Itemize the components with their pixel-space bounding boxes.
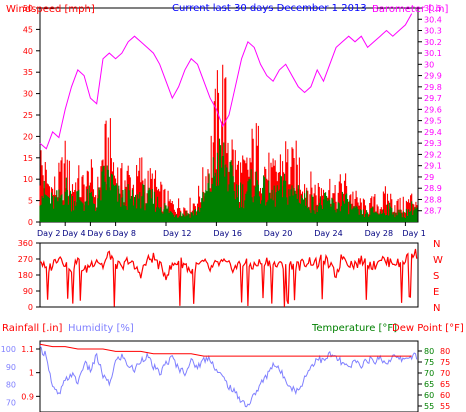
date-tick-label: Day 2 — [37, 229, 60, 238]
temp-tick-label: 60 — [424, 391, 434, 400]
barometer-tick-label: 30.1 — [424, 49, 442, 58]
barometer-tick-label: 29.2 — [424, 150, 442, 159]
windspeed-tick-label: 25 — [23, 111, 33, 120]
barometer-tick-label: 30 — [424, 60, 434, 69]
direction-tick-label: 0 — [28, 303, 33, 312]
barometer-tick-label: 28.9 — [424, 184, 442, 193]
windspeed-tick-label: 45 — [23, 25, 33, 34]
direction-tick-label: 90 — [23, 287, 33, 296]
date-tick-label: Day 4 — [62, 229, 85, 238]
temp-tick-label: 70 — [424, 369, 434, 378]
windspeed-tick-label: 50 — [23, 4, 33, 13]
windspeed-tick-label: 30 — [23, 90, 33, 99]
panel3-plot-area — [39, 340, 419, 412]
direction-tick-label: 180 — [18, 271, 33, 280]
humidity-tick-label: 70 — [6, 398, 16, 407]
barometer-tick-label: 29.8 — [424, 83, 442, 92]
humidity-tick-label: 90 — [6, 363, 16, 372]
direction-tick-label: 360 — [18, 239, 33, 248]
dewpoint-tick-label: 60 — [440, 391, 450, 400]
date-tick-label: Day 24 — [314, 229, 343, 238]
barometer-tick-label: 29.7 — [424, 94, 442, 103]
panel3-marks — [39, 343, 418, 408]
barometer-axis-label: Barometer [.in] — [372, 4, 448, 15]
date-tick-label: Day 20 — [264, 229, 293, 238]
humidity-tick-label: 100 — [1, 345, 16, 354]
barometer-tick-label: 29.5 — [424, 117, 442, 126]
compass-label: N — [433, 239, 440, 250]
compass-label: N — [433, 303, 440, 314]
panel3-axes: 70 80 90 100 0.9 1 1.1 55 60 65 70 75 80 80 75 70 65 60 55 — [1, 345, 450, 411]
barometer-tick-label: 29 — [424, 173, 434, 182]
barometer-tick-label: 30.3 — [424, 27, 442, 36]
windspeed-tick-label: 20 — [23, 132, 33, 141]
dewpoint-axis-label: Dew Point [°F] — [392, 323, 464, 334]
series-humidity — [39, 345, 418, 408]
dewpoint-tick-label: 75 — [440, 358, 450, 367]
barometer-tick-label: 30.4 — [424, 15, 442, 24]
rainfall-axis-label: Rainfall [.in] — [2, 323, 63, 334]
direction-tick-label: 270 — [18, 255, 33, 264]
date-tick-label: Day 28 — [365, 229, 394, 238]
panel-wind-barometer: 0 5 10 15 20 25 30 35 40 45 50 28.7 28.8 28.9 29 29.1 29… — [6, 3, 448, 238]
rain-tick-label: 0.9 — [21, 392, 34, 401]
date-tick-label: Day 6 — [87, 229, 110, 238]
barometer-tick-label: 30.2 — [424, 38, 442, 47]
date-tick-label: Day 8 — [113, 229, 136, 238]
temp-tick-label: 80 — [424, 347, 434, 356]
chart-title: Current last 30 days December 1 2013 — [172, 3, 367, 14]
date-tick-label: Day 12 — [163, 229, 192, 238]
compass-label: W — [433, 255, 443, 266]
barometer-tick-label: 29.4 — [424, 128, 442, 137]
temperature-axis-label: Temperature [°F] — [311, 323, 397, 334]
barometer-tick-label: 30.5 — [424, 4, 442, 13]
series-wind-direction — [39, 248, 418, 307]
compass-label: S — [433, 271, 439, 282]
series-barometer — [39, 13, 413, 150]
windspeed-tick-label: 0 — [28, 218, 33, 227]
date-tick-label: Day 16 — [213, 229, 242, 238]
dewpoint-tick-label: 80 — [440, 347, 450, 356]
windspeed-axis-label: Windspeed [mph] — [6, 4, 95, 15]
panel1-marks — [39, 13, 418, 222]
rain-tick-label: 1.1 — [21, 345, 34, 354]
windspeed-tick-label: 5 — [28, 197, 33, 206]
windspeed-tick-label: 15 — [23, 154, 33, 163]
barometer-tick-label: 28.8 — [424, 195, 442, 204]
temp-tick-label: 65 — [424, 380, 434, 389]
series-gust — [39, 138, 418, 222]
date-tick-label: Day 1 — [402, 229, 425, 238]
panel2-marks — [39, 248, 418, 307]
compass-label: E — [433, 287, 439, 298]
windspeed-tick-label: 10 — [23, 175, 33, 184]
barometer-tick-label: 29.6 — [424, 105, 442, 114]
panel1-axes: 0 5 10 15 20 25 30 35 40 45 50 28.7 28.8 28.9 29 29.1 29… — [23, 4, 442, 238]
barometer-tick-label: 29.9 — [424, 72, 442, 81]
temp-tick-label: 55 — [424, 402, 434, 411]
series-rainfall — [39, 343, 412, 357]
barometer-tick-label: 28.7 — [424, 207, 442, 216]
barometer-tick-label: 29.3 — [424, 139, 442, 148]
humidity-axis-label: Humidity [%] — [68, 323, 134, 334]
dewpoint-tick-label: 55 — [440, 402, 450, 411]
windspeed-tick-label: 40 — [23, 47, 33, 56]
panel2-plot-area — [39, 242, 419, 308]
rain-tick-label: 1 — [29, 369, 34, 378]
humidity-tick-label: 80 — [6, 381, 16, 390]
panel-rain-humidity-temp: 70 80 90 100 0.9 1 1.1 55 60 65 70 75 80 80 75 70 65 60 55… — [1, 323, 464, 412]
windspeed-tick-label: 35 — [23, 68, 33, 77]
dewpoint-tick-label: 65 — [440, 380, 450, 389]
barometer-tick-label: 29.1 — [424, 162, 442, 171]
dewpoint-tick-label: 70 — [440, 369, 450, 378]
temp-tick-label: 75 — [424, 358, 434, 367]
